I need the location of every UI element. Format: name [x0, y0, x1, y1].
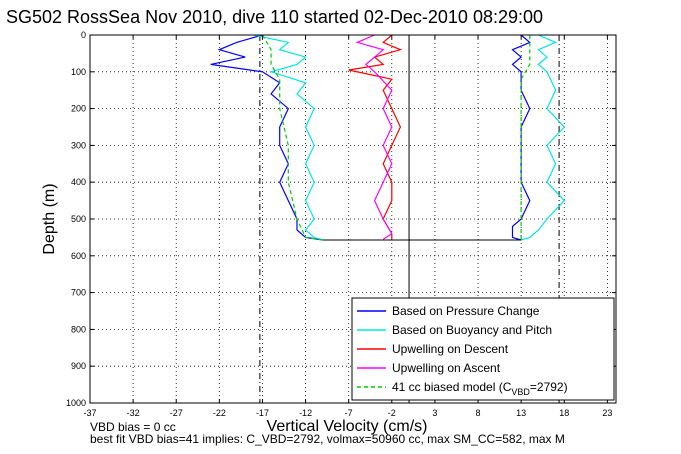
- footer-line-2: best fit VBD bias=41 implies: C_VBD=2792…: [90, 432, 565, 446]
- series-line-ascent: [520, 35, 531, 240]
- x-tick-label: 13: [516, 408, 526, 418]
- x-tick-label: -12: [299, 408, 312, 418]
- legend-label-suffix: =2792): [530, 380, 568, 394]
- chart-title: SG502 RossSea Nov 2010, dive 110 started…: [6, 7, 543, 27]
- x-tick-label: 3: [432, 408, 437, 418]
- y-tick-label: 500: [71, 214, 86, 224]
- series-line-ascent: [355, 34, 393, 240]
- x-axis-label: Vertical Velocity (cm/s): [267, 418, 428, 435]
- x-tick-label: 18: [559, 408, 569, 418]
- y-tick-label: 200: [71, 104, 86, 114]
- y-tick-label: 800: [71, 324, 86, 334]
- x-tick-label: -22: [213, 408, 226, 418]
- x-tick-label: -32: [127, 408, 140, 418]
- x-tick-label: 23: [602, 408, 612, 418]
- legend-label: Based on Buoyancy and Pitch: [392, 323, 552, 337]
- legend-label: Based on Pressure Change: [392, 304, 540, 318]
- x-tick-label: -37: [83, 408, 96, 418]
- y-tick-label: 100: [71, 67, 86, 77]
- x-tick-label: -27: [170, 408, 183, 418]
- legend-label-subscript: VBD: [511, 387, 530, 397]
- legend-label: Upwelling on Ascent: [392, 361, 501, 375]
- series-line-descent: [253, 34, 323, 241]
- y-tick-label: 600: [71, 251, 86, 261]
- y-axis-label: Depth (m): [41, 183, 58, 254]
- legend-label: Upwelling on Descent: [392, 342, 509, 356]
- footer-line-1: VBD bias = 0 cc: [90, 420, 176, 434]
- axis-ticks: -37 -32 -27 -22 -17 -12 -7 -2 3 8 13 18 23 0 100 200 300…: [66, 30, 616, 418]
- x-tick-label: -7: [345, 408, 353, 418]
- series-line-descent: [210, 34, 323, 241]
- y-tick-label: 900: [71, 361, 86, 371]
- y-tick-label: 0: [81, 30, 86, 40]
- series-line-descent: [261, 34, 323, 241]
- legend: Based on Pressure Change Based on Buoyanc…: [351, 297, 615, 401]
- y-tick-label: 1000: [66, 398, 86, 408]
- legend-box: [351, 297, 615, 401]
- series-line-descent: [348, 34, 403, 240]
- x-tick-label: 8: [476, 408, 481, 418]
- y-tick-label: 700: [71, 288, 86, 298]
- x-tick-label: -2: [388, 408, 396, 418]
- y-tick-label: 400: [71, 177, 86, 187]
- x-tick-label: -17: [256, 408, 269, 418]
- grid: [89, 34, 616, 404]
- series-group: [210, 34, 566, 241]
- y-tick-label: 300: [71, 140, 86, 150]
- series-line-ascent: [520, 34, 566, 241]
